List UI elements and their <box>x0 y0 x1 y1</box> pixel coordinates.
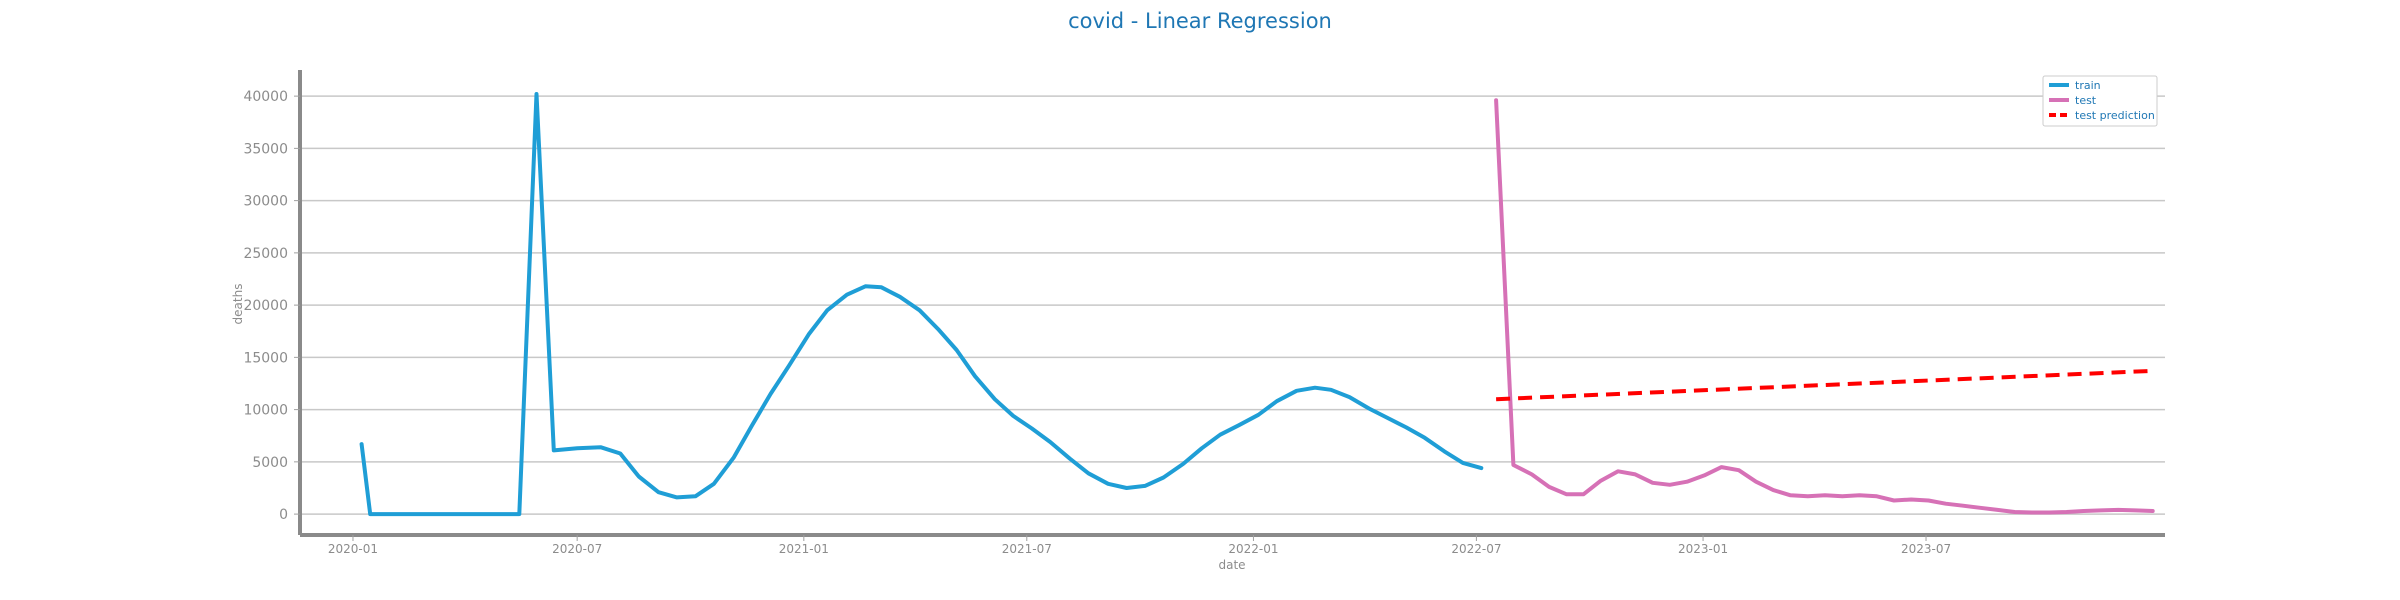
y-tick-label: 5000 <box>252 455 288 471</box>
x-tick-label: 2021-01 <box>779 542 829 556</box>
y-axis-label: deaths <box>231 284 245 325</box>
series-lines <box>359 92 2155 517</box>
grid-lines <box>300 95 2165 515</box>
legend-box <box>2042 75 2158 127</box>
chart-title: covid - Linear Regression <box>1068 9 1332 33</box>
legend-label: train <box>2075 79 2101 92</box>
series-line-test <box>1494 98 2155 515</box>
x-tick-label: 2021-07 <box>1002 542 1052 556</box>
x-tick-label: 2023-01 <box>1678 542 1728 556</box>
x-tick-label: 2020-01 <box>328 542 378 556</box>
y-tick-label: 15000 <box>243 350 288 366</box>
y-tick-label: 35000 <box>243 141 288 157</box>
tick-labels: 0 5000 10000 15000 20000 25000 30000 35000 40000… <box>243 89 1951 556</box>
legend-label: test prediction <box>2075 109 2155 122</box>
x-tick-label: 2022-07 <box>1451 542 1501 556</box>
y-tick-label: 25000 <box>243 246 288 262</box>
y-tick-label: 10000 <box>243 403 288 419</box>
y-tick-label: 40000 <box>243 89 288 105</box>
y-tick-label: 20000 <box>243 298 288 314</box>
series-line-train <box>359 92 1484 517</box>
y-tick-label: 30000 <box>243 194 288 210</box>
x-tick-label: 2020-07 <box>552 542 602 556</box>
x-tick-label: 2023-07 <box>1901 542 1951 556</box>
legend-label: test <box>2075 94 2097 107</box>
x-axis-label: date <box>1218 558 1245 572</box>
x-tick-label: 2022-01 <box>1228 542 1278 556</box>
series-line-test-prediction <box>1496 368 2152 402</box>
y-tick-label: 0 <box>279 507 288 523</box>
axes <box>298 70 2165 537</box>
legend: train test test prediction <box>2042 75 2158 127</box>
